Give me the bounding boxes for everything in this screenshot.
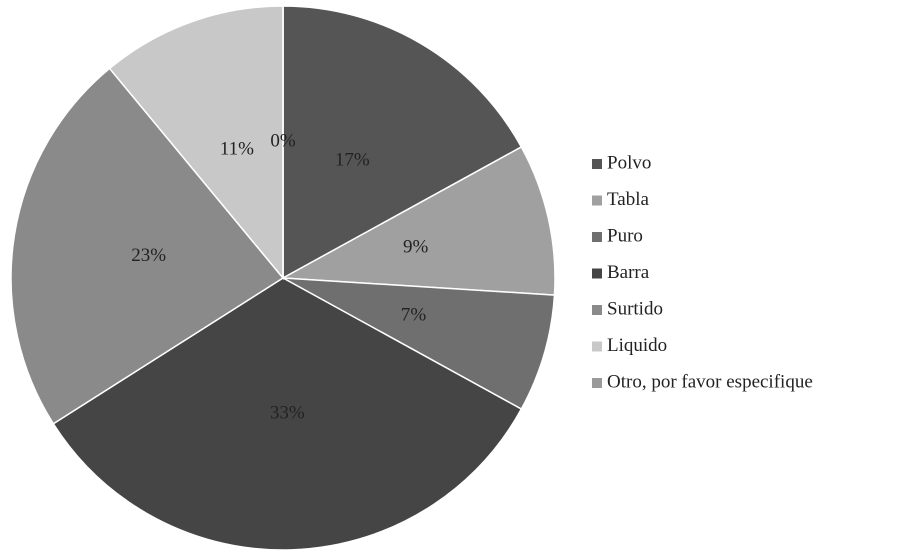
legend-swatch	[592, 195, 602, 206]
legend-label: Otro, por favor especifique	[607, 371, 813, 392]
legend-label: Puro	[607, 225, 643, 246]
legend-label: Polvo	[607, 152, 651, 173]
legend-swatch	[592, 159, 602, 169]
pie-slice	[282, 5, 523, 280]
data-label: 7%	[401, 304, 427, 325]
legend-label: Surtido	[607, 298, 663, 319]
legend-swatch	[592, 232, 602, 242]
data-label: 0%	[270, 130, 296, 151]
legend-swatch	[592, 341, 602, 352]
data-label: 11%	[220, 138, 254, 159]
data-label: 23%	[131, 245, 166, 266]
pie-slice	[52, 277, 523, 551]
legend-label: Barra	[607, 262, 650, 283]
data-label: 17%	[335, 149, 370, 170]
legend-label: Tabla	[607, 189, 649, 210]
data-label: 33%	[270, 402, 305, 423]
legend-swatch	[592, 305, 602, 315]
pie-slice	[282, 277, 556, 411]
legend-swatch	[592, 268, 602, 279]
pie-slice	[108, 5, 284, 281]
data-label: 9%	[403, 237, 429, 258]
pie-slice	[280, 145, 556, 296]
legend-swatch	[592, 378, 602, 388]
pie-slice	[10, 67, 285, 425]
legend-label: Liquido	[607, 335, 667, 356]
